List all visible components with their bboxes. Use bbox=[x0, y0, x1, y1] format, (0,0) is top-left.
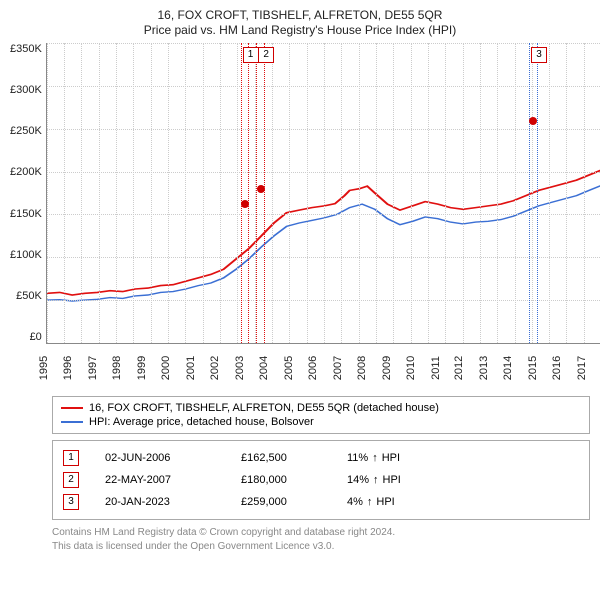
gridline-vertical bbox=[168, 43, 169, 343]
sale-marker-dot bbox=[529, 117, 537, 125]
gridline-vertical bbox=[515, 43, 516, 343]
y-tick-label: £0 bbox=[10, 331, 42, 343]
y-tick-label: £150K bbox=[10, 208, 42, 220]
gridline-vertical bbox=[220, 43, 221, 343]
sales-table: 102-JUN-2006£162,50011%↑HPI222-MAY-2007£… bbox=[52, 440, 590, 520]
gridline-vertical bbox=[428, 43, 429, 343]
sales-hpi: 11% ↑ HPI bbox=[347, 452, 400, 464]
plot-column: 12 3 199519961997199819992000200120022003… bbox=[46, 43, 600, 388]
sales-date: 20-JAN-2023 bbox=[105, 496, 215, 508]
sales-price: £180,000 bbox=[241, 474, 321, 486]
sales-hpi-suffix: HPI bbox=[382, 452, 400, 464]
marker-band bbox=[241, 43, 250, 343]
marker-label: 2 bbox=[258, 47, 274, 63]
marker-label: 3 bbox=[531, 47, 547, 63]
arrow-up-icon: ↑ bbox=[367, 496, 373, 508]
sales-row: 1 02-JUN-2006 £162,500 11% ↑ HPI bbox=[63, 447, 579, 469]
footer-attribution: Contains HM Land Registry data © Crown c… bbox=[52, 526, 590, 553]
sales-pct: 11% bbox=[347, 452, 368, 464]
y-tick-label: £350K bbox=[10, 43, 42, 55]
gridline-vertical bbox=[307, 43, 308, 343]
gridline-vertical bbox=[376, 43, 377, 343]
gridline-vertical bbox=[203, 43, 204, 343]
gridline-vertical bbox=[324, 43, 325, 343]
chart-title: 16, FOX CROFT, TIBSHELF, ALFRETON, DE55 … bbox=[10, 8, 590, 22]
gridline-vertical bbox=[549, 43, 550, 343]
gridline-vertical bbox=[272, 43, 273, 343]
gridline-vertical bbox=[584, 43, 585, 343]
footer-line-1: Contains HM Land Registry data © Crown c… bbox=[52, 526, 590, 540]
marker-label: 1 bbox=[243, 47, 259, 63]
y-tick-label: £250K bbox=[10, 125, 42, 137]
y-axis: £350K £300K £250K £200K £150K £100K £50K £0 bbox=[10, 43, 46, 343]
gridline-vertical bbox=[116, 43, 117, 343]
sales-hpi-suffix: HPI bbox=[376, 496, 394, 508]
gridline-vertical bbox=[341, 43, 342, 343]
plot-area: 12 3 bbox=[46, 43, 600, 344]
chart-container: 16, FOX CROFT, TIBSHELF, ALFRETON, DE55 … bbox=[0, 0, 600, 561]
gridline-vertical bbox=[99, 43, 100, 343]
legend-swatch bbox=[61, 421, 83, 423]
sales-index: 2 bbox=[63, 472, 79, 488]
sales-row: 3 20-JAN-2023 £259,000 4% ↑HPI bbox=[63, 491, 579, 513]
y-tick-label: £200K bbox=[10, 166, 42, 178]
y-tick-label: £50K bbox=[10, 290, 42, 302]
gridline-vertical bbox=[47, 43, 48, 343]
gridline-vertical bbox=[133, 43, 134, 343]
sales-hpi: 14% ↑ HPI bbox=[347, 474, 401, 486]
sales-price: £162,500 bbox=[241, 452, 321, 464]
gridline-vertical bbox=[359, 43, 360, 343]
gridline-vertical bbox=[497, 43, 498, 343]
arrow-up-icon: ↑ bbox=[372, 452, 378, 464]
gridline-vertical bbox=[480, 43, 481, 343]
sales-pct: 14% bbox=[347, 474, 369, 486]
gridline-vertical bbox=[185, 43, 186, 343]
sale-marker-dot bbox=[257, 185, 265, 193]
legend-item: 16, FOX CROFT, TIBSHELF, ALFRETON, DE55 … bbox=[61, 401, 581, 415]
sales-date: 02-JUN-2006 bbox=[105, 452, 215, 464]
sales-pct: 4% bbox=[347, 496, 363, 508]
gridline-vertical bbox=[64, 43, 65, 343]
y-tick-label: £100K bbox=[10, 249, 42, 261]
sales-row: 2 22-MAY-2007 £180,000 14% ↑ HPI bbox=[63, 469, 579, 491]
footer-line-2: This data is licensed under the Open Gov… bbox=[52, 540, 590, 554]
y-tick-label: £300K bbox=[10, 84, 42, 96]
gridline-vertical bbox=[237, 43, 238, 343]
gridline-vertical bbox=[566, 43, 567, 343]
marker-band bbox=[529, 43, 538, 343]
legend: 16, FOX CROFT, TIBSHELF, ALFRETON, DE55 … bbox=[52, 396, 590, 434]
legend-label: HPI: Average price, detached house, Bols… bbox=[89, 416, 314, 428]
gridline-vertical bbox=[289, 43, 290, 343]
gridline-vertical bbox=[411, 43, 412, 343]
legend-swatch bbox=[61, 407, 83, 409]
sales-hpi: 4% ↑HPI bbox=[347, 496, 395, 508]
legend-label: 16, FOX CROFT, TIBSHELF, ALFRETON, DE55 … bbox=[89, 402, 439, 414]
gridline-vertical bbox=[151, 43, 152, 343]
x-axis: 1995199619971998199920002001200220032004… bbox=[46, 344, 600, 388]
sales-price: £259,000 bbox=[241, 496, 321, 508]
gridline-vertical bbox=[445, 43, 446, 343]
x-tick-label: 2017 bbox=[576, 356, 600, 380]
plot-row: £350K £300K £250K £200K £150K £100K £50K £0 12 3… bbox=[10, 43, 590, 388]
gridline-vertical bbox=[393, 43, 394, 343]
arrow-up-icon: ↑ bbox=[373, 474, 379, 486]
sales-hpi-suffix: HPI bbox=[383, 474, 401, 486]
sale-marker-dot bbox=[241, 200, 249, 208]
gridline-vertical bbox=[81, 43, 82, 343]
sales-date: 22-MAY-2007 bbox=[105, 474, 215, 486]
legend-item: HPI: Average price, detached house, Bols… bbox=[61, 415, 581, 429]
sales-index: 3 bbox=[63, 494, 79, 510]
gridline-vertical bbox=[463, 43, 464, 343]
sales-index: 1 bbox=[63, 450, 79, 466]
chart-subtitle: Price paid vs. HM Land Registry's House … bbox=[10, 23, 590, 37]
marker-band bbox=[256, 43, 265, 343]
